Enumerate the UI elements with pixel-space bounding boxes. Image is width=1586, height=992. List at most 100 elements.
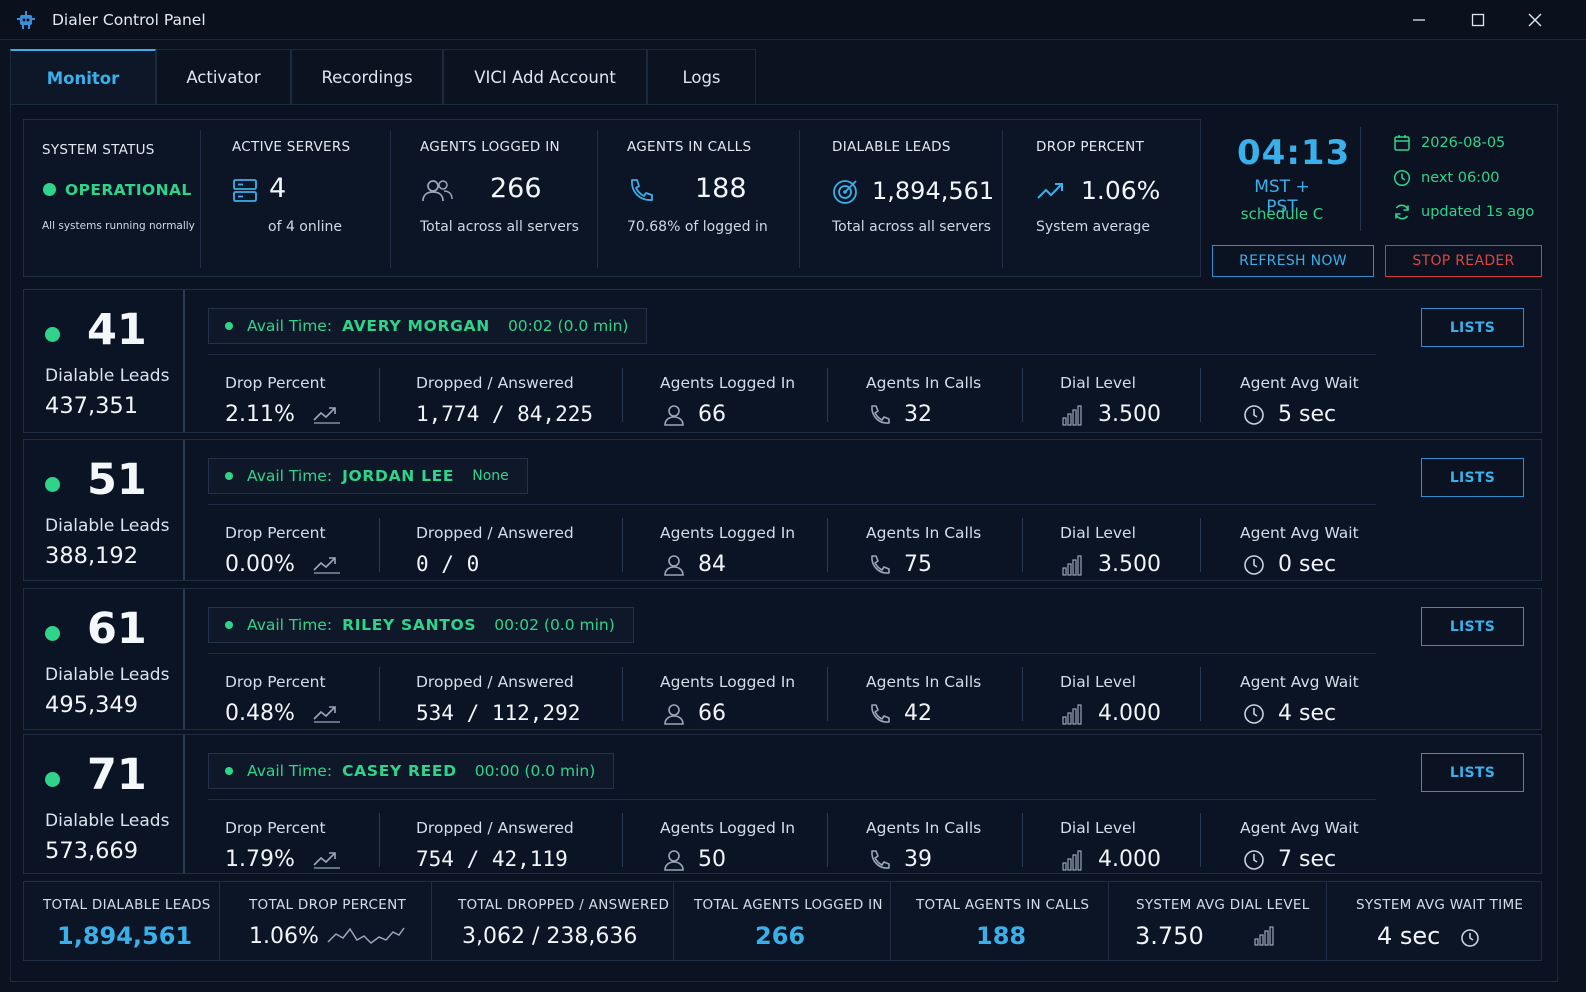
- avail-time-pill: Avail Time: CASEY REED 00:00 (0.0 min): [208, 753, 615, 789]
- window-title: Dialer Control Panel: [52, 11, 206, 29]
- agents-in-calls-value: 42: [904, 701, 932, 726]
- dialable-leads-label: DIALABLE LEADS: [832, 139, 951, 155]
- dial-level-value: 4.000: [1098, 847, 1161, 872]
- avail-dot-icon: [225, 322, 233, 330]
- total-drop-percent: TOTAL DROP PERCENT 1.06%: [220, 882, 431, 960]
- avail-time-pill: Avail Time: AVERY MORGAN 00:02 (0.0 min): [208, 308, 648, 344]
- agents-logged-in-sub: Total across all servers: [420, 219, 579, 235]
- active-servers-card: ACTIVE SERVERS 4 of 4 online: [201, 120, 390, 276]
- dial-level-value: 4.000: [1098, 701, 1161, 726]
- total-dropped-answered-label: TOTAL DROPPED / ANSWERED: [458, 897, 670, 913]
- agents-logged-in-value: 50: [698, 847, 726, 872]
- clock-icon: [1461, 929, 1479, 947]
- lists-button[interactable]: LISTS: [1421, 458, 1524, 497]
- minimize-button[interactable]: [1399, 6, 1439, 34]
- agent-avg-wait-label: Agent Avg Wait: [1240, 374, 1359, 392]
- server-summary: 41 Dialable Leads 437,351: [24, 290, 185, 432]
- lists-button[interactable]: LISTS: [1421, 607, 1524, 646]
- agent-name: JORDAN LEE: [342, 467, 455, 485]
- refresh-now-button[interactable]: REFRESH NOW: [1212, 245, 1374, 277]
- dropped-answered-label: Dropped / Answered: [416, 673, 574, 691]
- divider: [622, 667, 623, 721]
- target-icon: [833, 180, 857, 204]
- divider: [1200, 813, 1201, 867]
- divider: [622, 813, 623, 867]
- agents-in-calls-label: AGENTS IN CALLS: [627, 139, 752, 155]
- total-dropped-answered: TOTAL DROPPED / ANSWERED 3,062 / 238,636: [432, 882, 673, 960]
- avail-time-label: Avail Time:: [247, 467, 333, 485]
- divider: [890, 882, 891, 960]
- totals-bar: TOTAL DIALABLE LEADS 1,894,561 TOTAL DRO…: [23, 881, 1542, 961]
- maximize-button[interactable]: [1458, 6, 1498, 34]
- drop-percent-label: Drop Percent: [225, 819, 326, 837]
- dropped-answered-value: 1,774 / 84,225: [416, 402, 594, 426]
- dialable-leads-card: DIALABLE LEADS 1,894,561 Total across al…: [800, 120, 1002, 276]
- dial-level-label: Dial Level: [1060, 524, 1136, 542]
- clock-icon: [1393, 169, 1411, 187]
- avail-time-label: Avail Time:: [247, 317, 333, 335]
- phone-icon: [868, 848, 892, 872]
- divider: [379, 813, 380, 867]
- dialable-leads-label: Dialable Leads: [45, 366, 170, 386]
- avail-time-label: Avail Time:: [247, 762, 333, 780]
- total-agents-in-calls: TOTAL AGENTS IN CALLS 188: [891, 882, 1108, 960]
- tab-logs[interactable]: Logs: [647, 49, 756, 105]
- active-servers-sub: of 4 online: [268, 219, 343, 235]
- meta-updated-text: updated 1s ago: [1421, 204, 1535, 220]
- dialable-leads-label: Dialable Leads: [45, 665, 170, 685]
- divider: [1326, 882, 1327, 960]
- total-dialable-leads-value: 1,894,561: [57, 922, 193, 950]
- server-dialable-leads: 573,669: [45, 838, 139, 864]
- agent-name: AVERY MORGAN: [342, 317, 490, 335]
- user-icon: [662, 702, 686, 726]
- close-button[interactable]: [1515, 6, 1555, 34]
- avail-time-pill: Avail Time: RILEY SANTOS 00:02 (0.0 min): [208, 607, 634, 643]
- dial-level-label: Dial Level: [1060, 673, 1136, 691]
- divider: [379, 368, 380, 422]
- trend-icon: [313, 848, 341, 872]
- drop-percent-value: 2.11%: [225, 402, 295, 427]
- refresh-icon: [1395, 204, 1409, 220]
- dialable-leads-label: Dialable Leads: [45, 811, 170, 831]
- app-robot-icon: [17, 11, 35, 29]
- server-status-dot-icon: [45, 772, 60, 787]
- divider: [1360, 127, 1361, 231]
- server-number: 51: [87, 455, 147, 505]
- drop-percent-label: Drop Percent: [225, 374, 326, 392]
- stop-reader-button[interactable]: STOP READER: [1385, 245, 1542, 277]
- total-drop-percent-value: 1.06%: [249, 924, 319, 949]
- divider: [827, 368, 828, 422]
- tab-vici-add-account[interactable]: VICI Add Account: [443, 49, 647, 105]
- agents-in-calls-label: Agents In Calls: [866, 673, 982, 691]
- dial-level-label: Dial Level: [1060, 374, 1136, 392]
- user-icon: [662, 848, 686, 872]
- signal-bars-icon: [1061, 848, 1085, 872]
- tab-activator[interactable]: Activator: [156, 49, 291, 105]
- divider: [622, 518, 623, 572]
- lists-button[interactable]: LISTS: [1421, 308, 1524, 347]
- user-icon: [662, 403, 686, 427]
- tab-recordings[interactable]: Recordings: [291, 49, 443, 105]
- drop-percent-label: DROP PERCENT: [1036, 139, 1145, 155]
- agents-in-calls-value: 39: [904, 847, 932, 872]
- trend-icon: [313, 553, 341, 577]
- tab-monitor[interactable]: Monitor: [10, 49, 156, 105]
- meta-next: next 06:00: [1393, 169, 1500, 187]
- signal-bars-icon: [1061, 403, 1085, 427]
- dropped-answered-label: Dropped / Answered: [416, 374, 574, 392]
- agents-in-calls-value: 188: [695, 173, 747, 204]
- divider: [1002, 130, 1003, 268]
- server-row: 51 Dialable Leads 388,192 Avail Time: JO…: [23, 439, 1542, 581]
- avail-dot-icon: [225, 767, 233, 775]
- avail-time-value: 00:00 (0.0 min): [474, 762, 596, 780]
- system-status-card: SYSTEM STATUS OPERATIONAL All systems ru…: [24, 120, 200, 276]
- lists-button[interactable]: LISTS: [1421, 753, 1524, 792]
- divider: [208, 504, 1376, 505]
- meta-date: 2026-08-05: [1393, 134, 1505, 152]
- clock-schedule: schedule C: [1240, 205, 1324, 223]
- agents-in-calls-value: 32: [904, 402, 932, 427]
- phone-icon: [868, 702, 892, 726]
- dropped-answered-value: 0 / 0: [416, 552, 480, 576]
- total-agents-logged-in: TOTAL AGENTS LOGGED IN 266: [674, 882, 890, 960]
- agent-name: CASEY REED: [342, 762, 457, 780]
